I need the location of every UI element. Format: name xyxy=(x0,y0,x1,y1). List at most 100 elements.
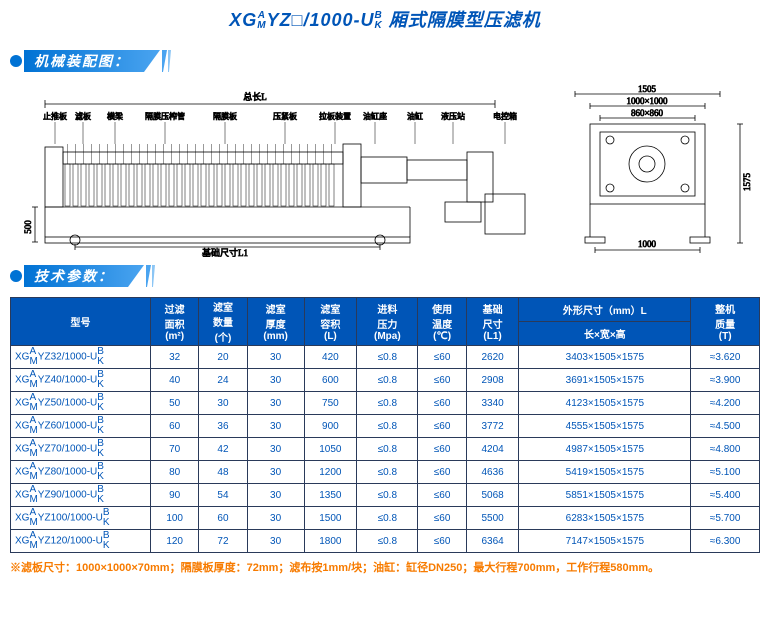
th: 滤室容积(L) xyxy=(304,298,357,346)
th: 滤室数量(个) xyxy=(199,298,247,346)
cell: 30 xyxy=(247,346,304,369)
svg-text:油缸座: 油缸座 xyxy=(363,111,387,121)
cell: 42 xyxy=(199,438,247,461)
cell: XGAMYZ40/1000-UBK xyxy=(11,369,151,392)
section-header-params: 技术参数： xyxy=(10,265,770,287)
cell: 32 xyxy=(151,346,199,369)
cell: 6364 xyxy=(466,530,519,553)
svg-text:1575: 1575 xyxy=(742,173,752,192)
bullet-icon xyxy=(10,55,22,67)
cell: ≤60 xyxy=(418,484,466,507)
cell: 30 xyxy=(247,392,304,415)
footnote: ※滤板尺寸：1000×1000×70mm；隔膜板厚度：72mm；滤布按1mm/块… xyxy=(10,559,760,575)
cell: ≤0.8 xyxy=(357,530,418,553)
cell: 1800 xyxy=(304,530,357,553)
th: 外形尺寸（mm）L xyxy=(519,298,691,322)
cell: 6283×1505×1575 xyxy=(519,507,691,530)
th: 滤室厚度(mm) xyxy=(247,298,304,346)
cell: ≤0.8 xyxy=(357,415,418,438)
cell: 48 xyxy=(199,461,247,484)
cell: 4636 xyxy=(466,461,519,484)
th: 使用温度(℃) xyxy=(418,298,466,346)
cell: 5419×1505×1575 xyxy=(519,461,691,484)
cell: 30 xyxy=(247,530,304,553)
cell: XGAMYZ32/1000-UBK xyxy=(11,346,151,369)
svg-text:1505: 1505 xyxy=(638,84,657,94)
cell: ≤60 xyxy=(418,461,466,484)
cell: 4555×1505×1575 xyxy=(519,415,691,438)
title-mid: YZ□/1000-U xyxy=(267,10,375,30)
title-supsub2: BK xyxy=(375,11,383,31)
table-row: XGAMYZ80/1000-UBK8048301200≤0.8≤60463654… xyxy=(11,461,760,484)
cell: 70 xyxy=(151,438,199,461)
table-row: XGAMYZ120/1000-UBK12072301800≤0.8≤606364… xyxy=(11,530,760,553)
cell: 30 xyxy=(247,484,304,507)
table-body: XGAMYZ32/1000-UBK322030420≤0.8≤602620340… xyxy=(11,346,760,553)
cell: 30 xyxy=(247,507,304,530)
table-row: XGAMYZ60/1000-UBK603630900≤0.8≤603772455… xyxy=(11,415,760,438)
trail2-icon xyxy=(168,50,171,72)
cell: 40 xyxy=(151,369,199,392)
th: 长×宽×高 xyxy=(519,322,691,346)
cell: 4123×1505×1575 xyxy=(519,392,691,415)
cell: 24 xyxy=(199,369,247,392)
th: 进料压力(Mpa) xyxy=(357,298,418,346)
svg-text:隔膜板: 隔膜板 xyxy=(213,111,237,121)
svg-text:横梁: 横梁 xyxy=(107,111,123,121)
table-row: XGAMYZ32/1000-UBK322030420≤0.8≤602620340… xyxy=(11,346,760,369)
params-table-wrap: 型号过滤面积(m²)滤室数量(个)滤室厚度(mm)滤室容积(L)进料压力(Mpa… xyxy=(10,297,760,553)
cell: XGAMYZ50/1000-UBK xyxy=(11,392,151,415)
cell: ≤60 xyxy=(418,369,466,392)
cell: 30 xyxy=(199,392,247,415)
cell: ≈5.100 xyxy=(691,461,760,484)
title-supsub1: AM xyxy=(257,11,266,31)
cell: 1050 xyxy=(304,438,357,461)
cell: ≈3.900 xyxy=(691,369,760,392)
cell: 60 xyxy=(199,507,247,530)
th: 过滤面积(m²) xyxy=(151,298,199,346)
cell: 3691×1505×1575 xyxy=(519,369,691,392)
table-row: XGAMYZ70/1000-UBK7042301050≤0.8≤60420449… xyxy=(11,438,760,461)
svg-text:油缸: 油缸 xyxy=(407,111,423,121)
svg-text:基础尺寸L1: 基础尺寸L1 xyxy=(202,247,248,257)
cell: ≤60 xyxy=(418,507,466,530)
cell: XGAMYZ80/1000-UBK xyxy=(11,461,151,484)
trail2-icon xyxy=(152,265,155,287)
cell: 60 xyxy=(151,415,199,438)
cell: 20 xyxy=(199,346,247,369)
page-title: XGAMYZ□/1000-UBK 厢式隔膜型压滤机 xyxy=(0,6,770,32)
cell: ≤0.8 xyxy=(357,369,418,392)
cell: 50 xyxy=(151,392,199,415)
cell: ≈5.400 xyxy=(691,484,760,507)
section2-label: 技术参数： xyxy=(24,265,144,287)
cell: XGAMYZ120/1000-UBK xyxy=(11,530,151,553)
trail-icon xyxy=(146,265,151,287)
cell: 1350 xyxy=(304,484,357,507)
svg-text:压紧板: 压紧板 xyxy=(273,111,297,121)
svg-text:止推板: 止推板 xyxy=(43,111,67,121)
cell: 120 xyxy=(151,530,199,553)
cell: 1500 xyxy=(304,507,357,530)
cell: ≤60 xyxy=(418,346,466,369)
cell: ≈4.800 xyxy=(691,438,760,461)
cell: ≤0.8 xyxy=(357,392,418,415)
cell: 100 xyxy=(151,507,199,530)
cell: XGAMYZ70/1000-UBK xyxy=(11,438,151,461)
cell: 3340 xyxy=(466,392,519,415)
cell: ≤0.8 xyxy=(357,438,418,461)
cell: 5500 xyxy=(466,507,519,530)
cell: ≈4.500 xyxy=(691,415,760,438)
cell: 1200 xyxy=(304,461,357,484)
diagram-front-view: 1505 1000×1000 860×860 1575 1000 xyxy=(545,82,755,257)
diagram-side-view: 总长L 止推板滤板横梁隔膜压榨管隔膜板压紧板拉板装置油缸座油缸液压站电控箱 基础… xyxy=(15,82,535,257)
diagram-area: 总长L 止推板滤板横梁隔膜压榨管隔膜板压紧板拉板装置油缸座油缸液压站电控箱 基础… xyxy=(15,82,755,257)
cell: 420 xyxy=(304,346,357,369)
table-row: XGAMYZ90/1000-UBK9054301350≤0.8≤60506858… xyxy=(11,484,760,507)
table-row: XGAMYZ100/1000-UBK10060301500≤0.8≤605500… xyxy=(11,507,760,530)
cell: ≈3.620 xyxy=(691,346,760,369)
cell: 5851×1505×1575 xyxy=(519,484,691,507)
cell: 90 xyxy=(151,484,199,507)
cell: 72 xyxy=(199,530,247,553)
cell: ≤0.8 xyxy=(357,346,418,369)
svg-text:1000: 1000 xyxy=(638,239,657,249)
